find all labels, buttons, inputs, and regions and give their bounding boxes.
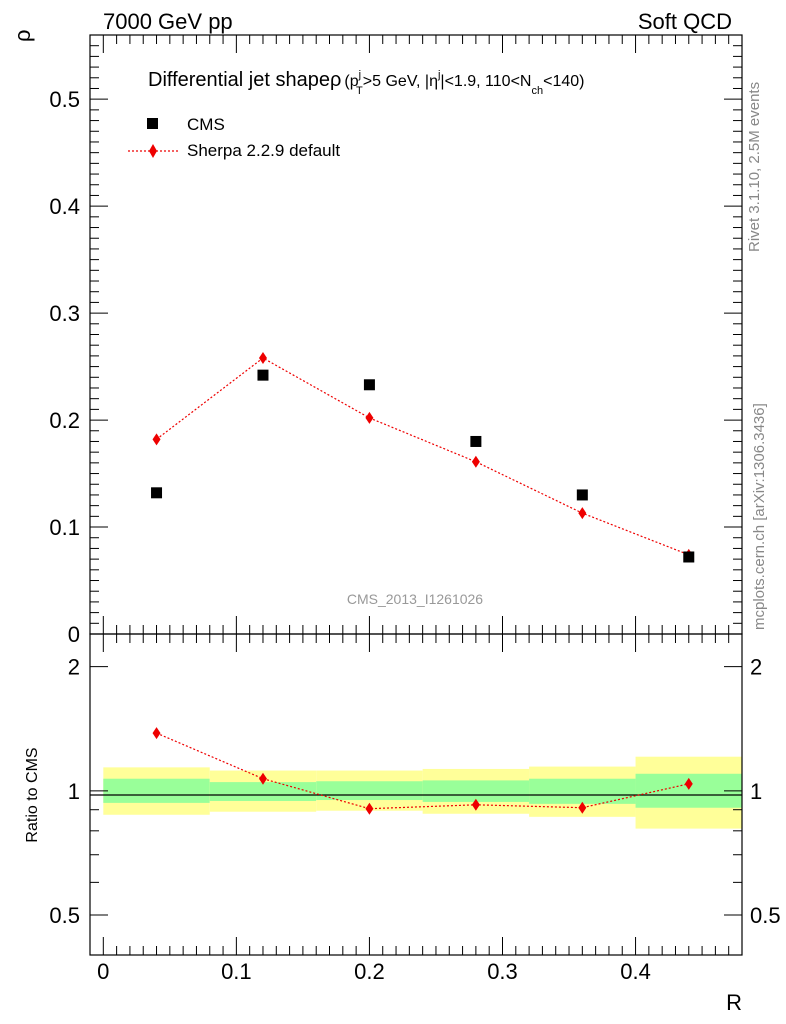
title-p-sup: j [358, 69, 361, 81]
mc-point [258, 352, 267, 365]
ratio-mc-line [156, 732, 689, 810]
legend-cms-label: CMS [187, 115, 225, 134]
ratio-band-inner [422, 780, 530, 802]
x-ticklabel: 0.1 [221, 959, 252, 984]
ratio-mc-point [258, 772, 267, 785]
ratio-y-ticklabel-left: 1 [68, 779, 80, 804]
main-y-ticklabel-zero: 0 [68, 622, 80, 647]
cms-point [576, 489, 588, 501]
ratio-y-ticklabel-right: 1 [750, 779, 762, 804]
mc-point [471, 455, 480, 468]
ratio-plot-panel: 0.5 0.5 1 1 2 2 0 0.1 0.2 0.3 0.4 Ratio to CMS R [24, 633, 781, 1015]
rivet-info: Rivet 3.1.10, 2.5M events [746, 82, 763, 252]
title-end: <140) [543, 73, 584, 90]
mcplots-info: mcplots.cern.ch [arXiv:1306.3436] [751, 403, 768, 630]
x-ticklabel: 0 [97, 959, 109, 984]
mc-series-line [156, 357, 690, 556]
cms-point [257, 369, 269, 381]
title-p-sub: T [356, 85, 363, 97]
ratio-band-inner [529, 778, 636, 804]
title-mid2: |<1.9, 110<N [440, 73, 531, 90]
legend: CMS Sherpa 2.2.9 default [128, 115, 340, 160]
ratio-y-ticklabel-right: 0.5 [750, 903, 781, 928]
mc-point [152, 433, 161, 446]
x-axis-label: R [726, 990, 742, 1015]
ratio-mc-point [471, 798, 480, 811]
chart-title: Differential jet shapeρ (pj T>5 GeV, |ηj|<… [148, 69, 584, 97]
watermark: CMS_2013_I1261026 [347, 591, 483, 607]
cms-point [470, 435, 482, 447]
ratio-y-ticklabel-left: 2 [68, 655, 80, 680]
mc-point [578, 507, 587, 520]
main-data-marks [151, 352, 695, 563]
header-process: Soft QCD [638, 9, 732, 34]
main-y-ticklabel: 0.5 [49, 87, 80, 112]
ratio-uncertainty-bands [103, 756, 742, 829]
ratio-data-marks [152, 727, 693, 815]
ratio-frame [89, 633, 743, 956]
mc-point [365, 411, 374, 424]
title-n-sub: ch [531, 85, 543, 97]
title-eta-sup: j [437, 69, 440, 81]
x-ticklabel: 0.2 [354, 959, 385, 984]
ratio-band-inner [103, 778, 210, 803]
main-y-ticklabel: 0.1 [49, 515, 80, 540]
main-plot-panel: 0.1 0.2 0.3 0.4 0.5 0 ρ Differential jet shap… [10, 29, 743, 647]
ratio-y-ticklabel-left: 0.5 [49, 903, 80, 928]
main-y-axis-label: ρ [10, 29, 35, 42]
ratio-mc-point [365, 802, 374, 815]
header-energy: 7000 GeV pp [103, 9, 233, 34]
main-y-ticklabels: 0.1 0.2 0.3 0.4 0.5 0 [49, 87, 80, 647]
x-ticklabels: 0 0.1 0.2 0.3 0.4 [97, 959, 651, 984]
ratio-y-ticklabels: 0.5 0.5 1 1 2 2 [49, 655, 780, 928]
main-y-ticklabel: 0.3 [49, 301, 80, 326]
main-y-ticklabel: 0.2 [49, 408, 80, 433]
title-rho: ρ [330, 69, 341, 91]
cms-point [363, 379, 375, 391]
ratio-y-ticklabel-right: 2 [750, 655, 762, 680]
ratio-band-inner [209, 782, 317, 801]
main-y-ticklabel: 0.4 [49, 194, 80, 219]
ratio-mc-point [578, 801, 587, 814]
cms-point [683, 551, 695, 563]
x-ticklabel: 0.4 [620, 959, 651, 984]
ratio-band-inner [316, 781, 423, 801]
legend-mc-label: Sherpa 2.2.9 default [187, 141, 340, 160]
title-p: (p [344, 73, 358, 90]
ratio-y-axis-label: Ratio to CMS [24, 747, 41, 842]
x-ticklabel: 0.3 [487, 959, 518, 984]
main-axis-ticks [90, 35, 743, 635]
ratio-mc-point [684, 777, 693, 790]
title-main: Differential jet shape [148, 69, 330, 91]
ratio-axis-ticks [90, 634, 743, 955]
title-mid1: >5 GeV, |η [363, 73, 438, 90]
legend-mc-marker [149, 144, 157, 158]
legend-cms-marker [147, 118, 158, 129]
ratio-mc-point [152, 727, 161, 740]
cms-point [151, 487, 163, 499]
